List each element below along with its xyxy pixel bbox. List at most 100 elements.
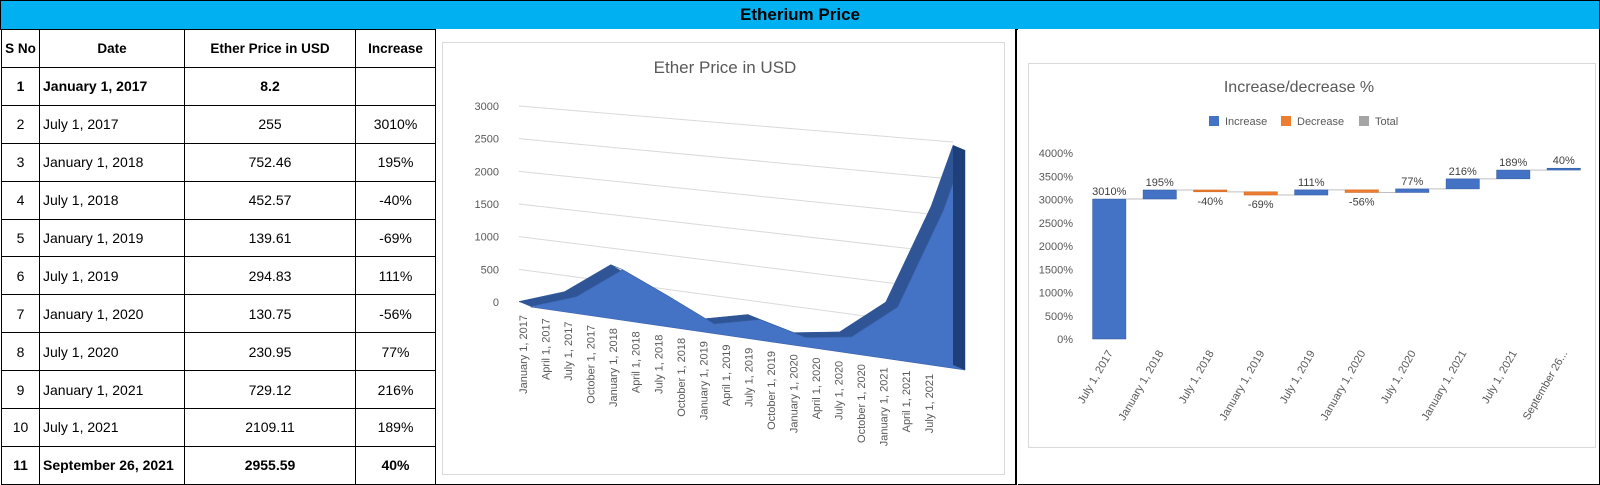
y-tick-label: 3000 [475,101,499,113]
gridline [518,170,954,217]
waterfall-bar [1243,191,1278,196]
x-tick-label: January 1, 2017 [518,315,530,394]
data-label: -56% [1349,196,1375,208]
x-tick-label: April 1, 2020 [811,358,823,420]
header-sno: S No [1,29,40,68]
header-price: Ether Price in USD [184,29,356,68]
price-chart-panel: Ether Price in USD 0 500 1000 1500 2000 2500 30… [435,29,1017,485]
y-tick-label: 1000% [1039,288,1073,300]
x-tick-label: July 1, 2018 [653,335,665,394]
gridline [518,105,954,143]
y-tick-label: 2500% [1039,218,1073,230]
cell-date: January 1, 2021 [39,370,185,410]
cell-date: July 1, 2018 [39,180,185,220]
x-tick-label: July 1, 2021 [924,374,936,433]
cell-price: 2955.59 [184,445,356,485]
x-tick-label: July 1, 2021 [1480,349,1520,406]
waterfall-bar [1496,169,1531,180]
x-tick-label: October 1, 2017 [586,325,598,404]
x-tick-label: January 1, 2020 [789,354,801,433]
cell-increase: -69% [355,218,436,258]
y-tick-label: 4000% [1039,148,1073,160]
table-row: 1 January 1, 2017 8.2 [1,67,436,106]
table-row: 8 July 1, 2020 230.95 77% [1,332,436,372]
waterfall-bar [1445,178,1480,190]
cell-increase [355,67,436,106]
cell-price: 2109.11 [184,408,356,447]
table-row: 5 January 1, 2019 139.61 -69% [1,218,436,258]
x-tick-label: July 1, 2017 [1076,349,1116,406]
table-row: 4 July 1, 2018 452.57 -40% [1,180,436,220]
x-tick-label: January 1, 2019 [698,341,710,420]
header-date: Date [39,29,185,68]
data-label: 216% [1449,166,1477,178]
y-tick-label: 0% [1057,334,1073,346]
gridline [518,138,954,180]
area-end-face [953,145,965,370]
cell-date: September 26, 2021 [39,445,185,485]
x-tick-label: July 1, 2020 [834,361,846,420]
cell-date: January 1, 2020 [39,294,185,334]
legend-swatch [1209,116,1219,126]
data-label: 77% [1401,176,1423,188]
cell-increase: -56% [355,294,436,334]
banner-title: Etherium Price [0,0,1600,30]
x-tick-label: July 1, 2018 [1177,349,1217,406]
cell-sno: 8 [1,332,40,372]
data-label: 111% [1298,177,1325,189]
y-tick-label: 2000% [1039,241,1073,253]
cell-price: 230.95 [184,332,356,372]
cell-date: July 1, 2019 [39,256,185,296]
x-tick-label: January 1, 2019 [1218,349,1268,423]
x-tick-label: January 1, 2020 [1319,349,1369,423]
cell-price: 139.61 [184,218,356,258]
x-tick-label: January 1, 2018 [1117,349,1167,423]
table-row: 10 July 1, 2021 2109.11 189% [1,408,436,447]
cell-price: 255 [184,104,356,144]
waterfall-bar [1294,189,1329,196]
waterfall-bar [1142,189,1177,200]
cell-increase: 216% [355,370,436,410]
cell-price: 729.12 [184,370,356,410]
chart-title: Ether Price in USD [654,58,797,77]
data-label: 3010% [1092,186,1126,198]
cell-price: 752.46 [184,142,356,182]
cell-increase: 111% [355,256,436,296]
cell-sno: 5 [1,218,40,258]
x-tick-label: January 1, 2018 [608,328,620,407]
data-label: 195% [1146,177,1174,189]
waterfall-chart-frame[interactable]: Increase/decrease % Increase Decrease Total… [1028,63,1596,448]
x-tick-label: January 1, 2021 [879,367,891,446]
y-tick-label: 1500% [1039,264,1073,276]
y-tick-label: 500 [481,264,499,276]
x-tick-label: September 26... [1521,349,1571,423]
chart-title: Increase/decrease % [1224,79,1374,96]
cell-sno: 2 [1,104,40,144]
gridline [518,203,954,254]
y-tick-label: 2000 [475,166,499,178]
legend-label: Decrease [1297,116,1344,128]
data-label: -40% [1197,196,1223,208]
cell-date: July 1, 2020 [39,332,185,372]
cell-sno: 6 [1,256,40,296]
waterfall-bar [1092,198,1127,340]
cell-sno: 4 [1,180,40,220]
price-chart-frame[interactable]: Ether Price in USD 0 500 1000 1500 2000 2500 30… [442,42,1005,475]
table-row: 6 July 1, 2019 294.83 111% [1,256,436,296]
cell-sno: 10 [1,408,40,447]
x-tick-label: October 1, 2019 [766,351,778,430]
waterfall-bar [1546,167,1581,171]
legend-label: Increase [1225,116,1267,128]
y-tick-label: 2500 [475,134,499,146]
table-row: 3 January 1, 2018 752.46 195% [1,142,436,182]
waterfall-chart: Increase/decrease % Increase Decrease Total… [1039,79,1581,423]
cell-sno: 11 [1,445,40,485]
y-tick-label: 500% [1045,311,1073,323]
y-tick-label: 3000% [1039,195,1073,207]
cell-increase: -40% [355,180,436,220]
cell-date: January 1, 2018 [39,142,185,182]
cell-price: 452.57 [184,180,356,220]
table-row: 11 September 26, 2021 2955.59 40% [1,445,436,485]
cell-price: 8.2 [184,67,356,106]
